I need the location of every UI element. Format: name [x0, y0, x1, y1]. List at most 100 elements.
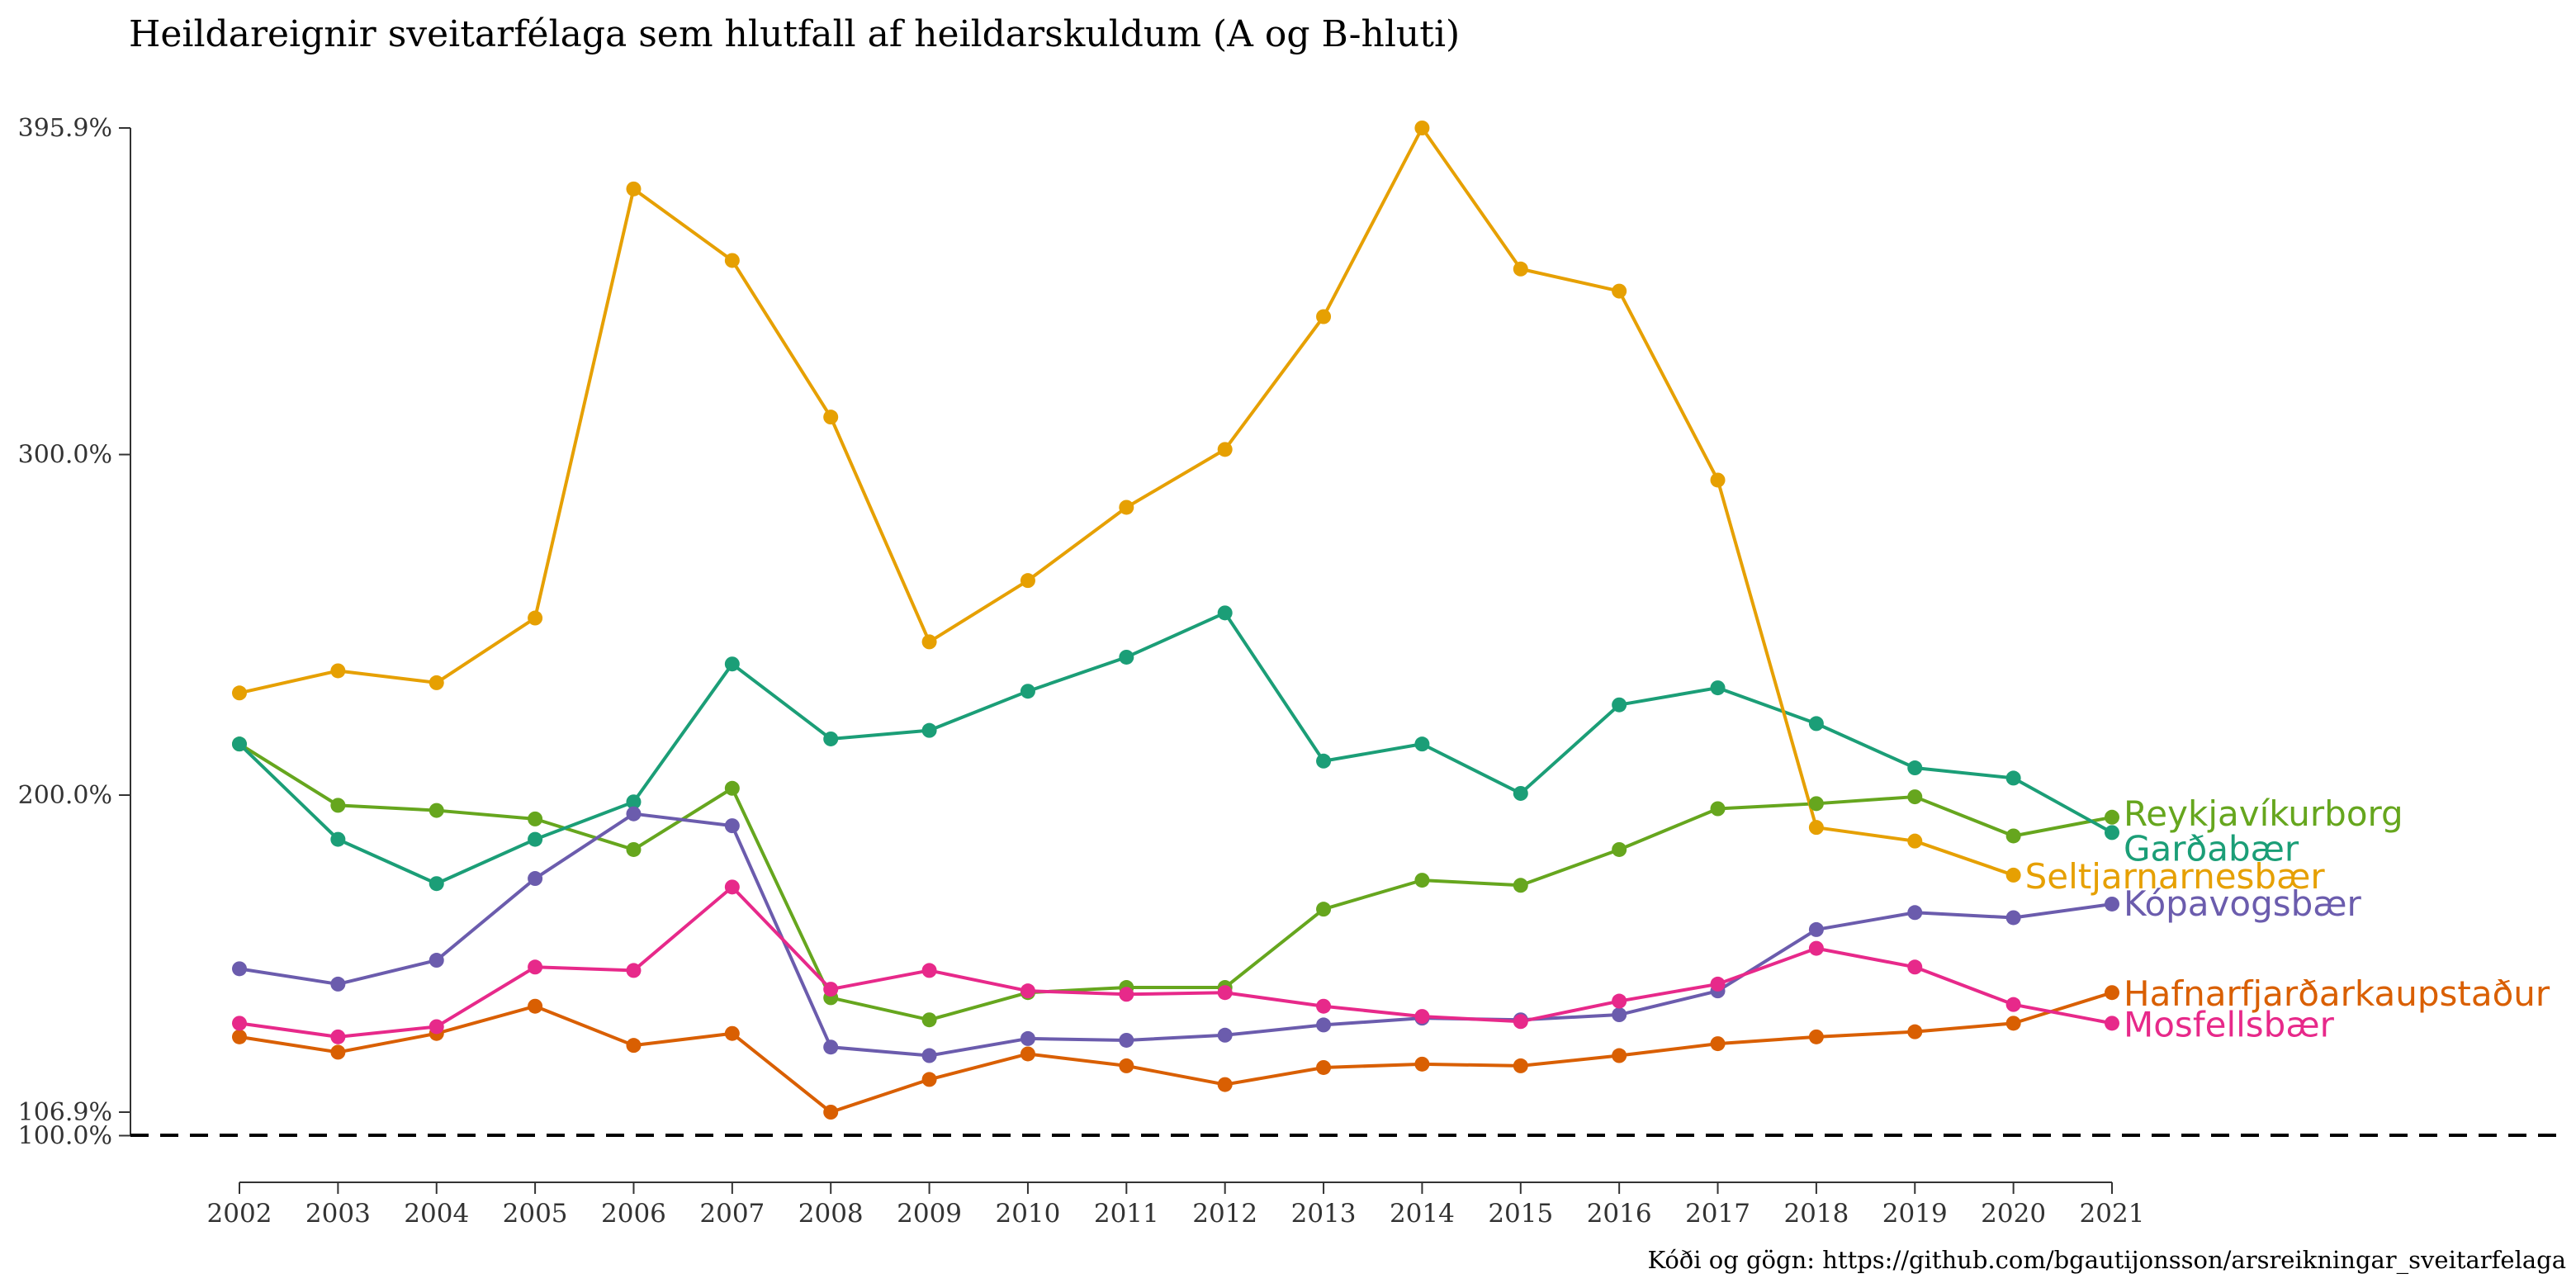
data-point-gar-ab-r	[2005, 770, 2021, 786]
x-tick-label: 2017	[1685, 1199, 1750, 1229]
x-tick-label: 2010	[995, 1199, 1060, 1229]
data-point-seltjarnarnesb-r	[1612, 283, 1627, 299]
data-point-gar-ab-r	[626, 794, 642, 810]
data-point-seltjarnarnesb-r	[1907, 833, 1923, 849]
data-point-seltjarnarnesb-r	[1119, 500, 1134, 515]
y-tick-label: 100.0%	[18, 1121, 112, 1150]
series-points	[232, 121, 2119, 1120]
data-point-ko-pavogsb-r	[1020, 1030, 1035, 1046]
data-point-ko-pavogsb-r	[1907, 905, 1923, 921]
data-point-seltjarnarnesb-r	[1020, 573, 1035, 589]
data-point-mosfellsb-r	[1414, 1009, 1430, 1025]
data-point-hafnarfjar-arkaupsta-ur	[1612, 1048, 1627, 1063]
data-point-mosfellsb-r	[1316, 998, 1332, 1014]
series-label-mosfellsb-r: Mosfellsbær	[2124, 1004, 2335, 1044]
data-point-mosfellsb-r	[2105, 1016, 2119, 1031]
data-point-ko-pavogsb-r	[528, 871, 543, 887]
data-point-seltjarnarnesb-r	[330, 663, 346, 679]
x-tick-label: 2004	[404, 1199, 469, 1229]
data-point-mosfellsb-r	[232, 1016, 247, 1031]
y-tick-label: 395.9%	[18, 114, 112, 143]
data-point-reykjavi-kurborg	[429, 803, 444, 818]
data-point-gar-ab-r	[823, 731, 839, 746]
data-point-hafnarfjar-arkaupsta-ur	[1513, 1058, 1528, 1073]
data-point-gar-ab-r	[528, 831, 543, 847]
data-point-seltjarnarnesb-r	[724, 253, 740, 268]
data-point-reykjavi-kurborg	[921, 1012, 937, 1028]
data-point-seltjarnarnesb-r	[1316, 309, 1332, 324]
x-tick-label: 2011	[1094, 1199, 1159, 1229]
data-point-seltjarnarnesb-r	[1710, 472, 1726, 488]
data-point-reykjavi-kurborg	[1907, 789, 1923, 805]
series-label-ko-pavogsb-r: Kópavogsbær	[2124, 883, 2362, 924]
x-tick-label: 2009	[897, 1199, 962, 1229]
data-point-hafnarfjar-arkaupsta-ur	[528, 998, 543, 1014]
x-tick-label: 2014	[1390, 1199, 1455, 1229]
data-point-ko-pavogsb-r	[724, 818, 740, 834]
data-point-hafnarfjar-arkaupsta-ur	[232, 1029, 247, 1044]
x-tick-label: 2007	[699, 1199, 765, 1229]
data-point-seltjarnarnesb-r	[232, 685, 247, 701]
x-tick-label: 2015	[1488, 1199, 1553, 1229]
x-tick-label: 2003	[305, 1199, 371, 1229]
data-point-reykjavi-kurborg	[724, 780, 740, 796]
data-point-ko-pavogsb-r	[1808, 921, 1824, 937]
data-point-hafnarfjar-arkaupsta-ur	[330, 1044, 346, 1060]
data-point-hafnarfjar-arkaupsta-ur	[1316, 1059, 1332, 1075]
data-point-reykjavi-kurborg	[1513, 878, 1528, 893]
y-tick-label: 106.9%	[18, 1098, 112, 1127]
data-point-ko-pavogsb-r	[626, 806, 642, 822]
x-axis-ticks: 2002 2003 2004 2005 2006 2007 2008 2009 2010 2011…	[207, 1182, 2145, 1229]
data-point-hafnarfjar-arkaupsta-ur	[1119, 1058, 1134, 1073]
data-point-ko-pavogsb-r	[1119, 1032, 1134, 1048]
data-point-mosfellsb-r	[823, 982, 839, 997]
data-point-reykjavi-kurborg	[330, 798, 346, 813]
series-line-ko-pavogsb-r	[239, 812, 2113, 1058]
data-point-hafnarfjar-arkaupsta-ur	[1808, 1029, 1824, 1044]
data-point-mosfellsb-r	[1808, 940, 1824, 956]
data-point-reykjavi-kurborg	[1710, 801, 1726, 817]
data-point-hafnarfjar-arkaupsta-ur	[823, 1105, 839, 1120]
x-tick-label: 2020	[1981, 1199, 2046, 1229]
series-line-gar-ab-r	[238, 611, 2113, 886]
data-point-seltjarnarnesb-r	[823, 410, 839, 425]
data-point-ko-pavogsb-r	[429, 953, 444, 968]
data-point-mosfellsb-r	[429, 1019, 444, 1035]
series-line-hafnarfjar-arkaupsta-ur	[239, 991, 2113, 1114]
data-point-mosfellsb-r	[626, 963, 642, 978]
x-tick-label: 2018	[1783, 1199, 1849, 1229]
data-point-hafnarfjar-arkaupsta-ur	[1907, 1024, 1923, 1039]
x-tick-label: 2021	[2080, 1199, 2145, 1229]
series-line-reykjavi-kurborg	[238, 742, 2113, 1022]
data-point-seltjarnarnesb-r	[626, 181, 642, 197]
data-point-ko-pavogsb-r	[1217, 1027, 1233, 1043]
data-point-hafnarfjar-arkaupsta-ur	[1217, 1077, 1233, 1092]
data-point-seltjarnarnesb-r	[921, 634, 937, 650]
data-point-mosfellsb-r	[1513, 1014, 1528, 1030]
x-tick-label: 2016	[1587, 1199, 1652, 1229]
y-tick-label: 200.0%	[18, 781, 112, 810]
data-point-seltjarnarnesb-r	[1513, 261, 1528, 277]
data-point-seltjarnarnesb-r	[1808, 820, 1824, 836]
data-point-gar-ab-r	[1217, 605, 1233, 621]
data-point-hafnarfjar-arkaupsta-ur	[2105, 985, 2119, 1001]
data-point-mosfellsb-r	[1612, 993, 1627, 1009]
data-point-gar-ab-r	[1907, 760, 1923, 776]
y-tick-label: 300.0%	[18, 441, 112, 470]
data-point-mosfellsb-r	[1907, 959, 1923, 975]
data-point-mosfellsb-r	[330, 1029, 346, 1044]
data-point-mosfellsb-r	[1710, 976, 1726, 992]
data-point-reykjavi-kurborg	[2105, 809, 2119, 825]
data-point-ko-pavogsb-r	[1612, 1007, 1627, 1023]
data-point-seltjarnarnesb-r	[1414, 121, 1430, 135]
data-point-seltjarnarnesb-r	[2005, 867, 2021, 883]
data-point-reykjavi-kurborg	[2005, 828, 2021, 844]
data-point-gar-ab-r	[1808, 716, 1824, 732]
data-point-gar-ab-r	[1020, 684, 1035, 699]
data-point-gar-ab-r	[330, 831, 346, 847]
data-point-gar-ab-r	[1316, 753, 1332, 769]
data-point-ko-pavogsb-r	[921, 1048, 937, 1063]
chart-title: Heildareignir sveitarfélaga sem hlutfall…	[129, 13, 1460, 55]
series-label-reykjavi-kurborg: Reykjavíkurborg	[2124, 793, 2403, 834]
series-label-hafnarfjar-arkaupsta-ur: Hafnarfjarðarkaupstaður	[2124, 973, 2550, 1014]
